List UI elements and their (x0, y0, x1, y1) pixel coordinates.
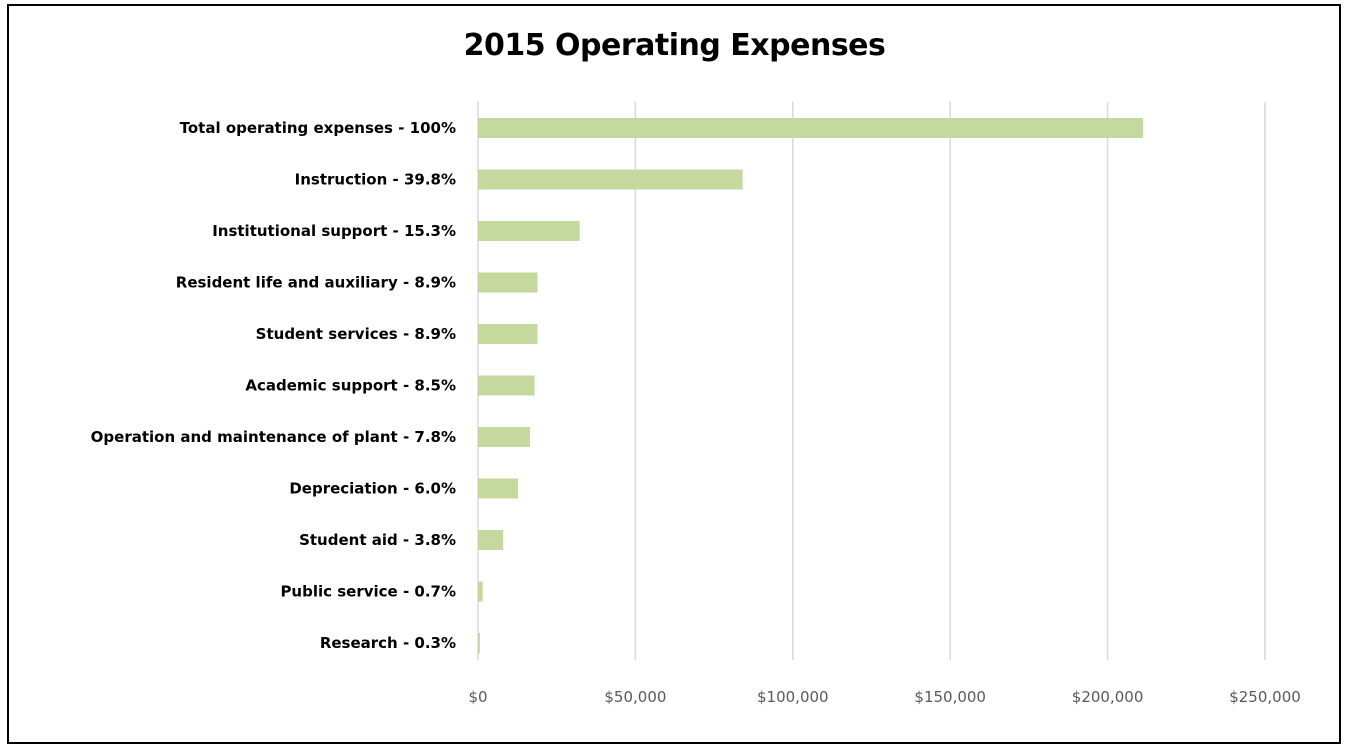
bar-chart: Total operating expenses - 100% Instructi… (91, 102, 1301, 706)
bars (478, 118, 1144, 653)
x-tick-labels: $0 $50,000 $100,000 $150,000 $200,000 $250,00… (468, 688, 1300, 706)
bar (478, 272, 538, 293)
gridlines (477, 102, 1266, 660)
category-label: Research - 0.3% (320, 634, 456, 652)
category-labels: Total operating expenses - 100% Instructi… (91, 119, 456, 652)
bar (478, 375, 535, 396)
category-label: Academic support - 8.5% (245, 377, 456, 395)
category-label: Total operating expenses - 100% (180, 119, 456, 137)
x-tick-label: $50,000 (604, 688, 666, 706)
category-label: Instruction - 39.8% (295, 171, 456, 189)
category-label: Resident life and auxiliary - 8.9% (176, 274, 456, 292)
category-label: Operation and maintenance of plant - 7.8… (91, 428, 456, 446)
category-label: Depreciation - 6.0% (289, 480, 456, 498)
x-tick-label: $150,000 (914, 688, 986, 706)
bar (478, 324, 538, 344)
x-tick-label: $0 (468, 688, 487, 706)
bar (478, 169, 743, 190)
category-label: Institutional support - 15.3% (212, 222, 456, 240)
bar (478, 221, 580, 241)
x-tick-label: $100,000 (757, 688, 829, 706)
x-tick-label: $250,000 (1229, 688, 1301, 706)
category-label: Student services - 8.9% (256, 325, 456, 343)
x-tick-label: $200,000 (1072, 688, 1144, 706)
category-label: Student aid - 3.8% (299, 531, 456, 549)
category-label: Public service - 0.7% (280, 583, 456, 601)
bar (478, 530, 504, 550)
bar (478, 581, 483, 602)
bar (478, 427, 530, 447)
bar (478, 118, 1144, 138)
bar (478, 478, 518, 499)
bar (478, 633, 480, 653)
chart-title: 2015 Operating Expenses (463, 28, 886, 63)
